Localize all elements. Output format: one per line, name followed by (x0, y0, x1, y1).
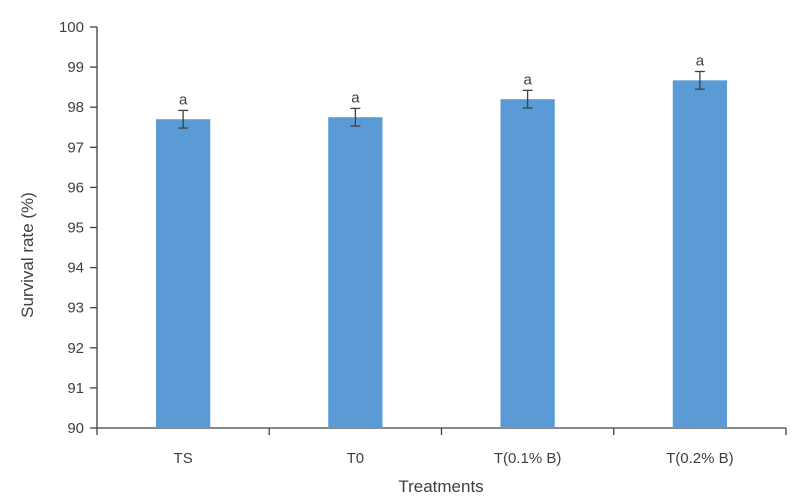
y-tick-label: 99 (67, 59, 84, 76)
data-label: a (696, 53, 705, 70)
y-tick-label: 92 (67, 340, 84, 357)
y-tick-label: 98 (67, 99, 84, 116)
y-tick-label: 93 (67, 300, 84, 317)
y-tick-label: 97 (67, 139, 84, 156)
data-label: a (179, 91, 188, 108)
y-tick-label: 91 (67, 380, 84, 397)
x-tick-label: T0 (347, 450, 365, 467)
y-tick-label: 100 (59, 19, 84, 36)
bar (328, 117, 383, 428)
bar (500, 99, 555, 429)
y-tick-label: 90 (67, 420, 84, 437)
x-tick-label: T(0.2% B) (666, 450, 734, 467)
bar (672, 80, 728, 428)
y-tick-label: 95 (67, 220, 84, 237)
y-tick-label: 96 (67, 179, 84, 196)
x-tick-label: T(0.1% B) (494, 450, 562, 467)
bar (155, 119, 211, 428)
bars-group: a a a a (155, 53, 728, 429)
x-axis: TS T0 T(0.1% B) T(0.2% B) (96, 427, 787, 467)
y-axis: 90 91 92 93 94 95 96 97 98 99 100 (59, 19, 98, 437)
y-tick-label: 94 (67, 260, 84, 277)
data-label: a (351, 89, 360, 106)
y-axis-title: Survival rate (%) (18, 192, 37, 318)
x-axis-title: Treatments (398, 477, 483, 496)
x-tick-label: TS (174, 450, 193, 467)
data-label: a (523, 71, 532, 88)
